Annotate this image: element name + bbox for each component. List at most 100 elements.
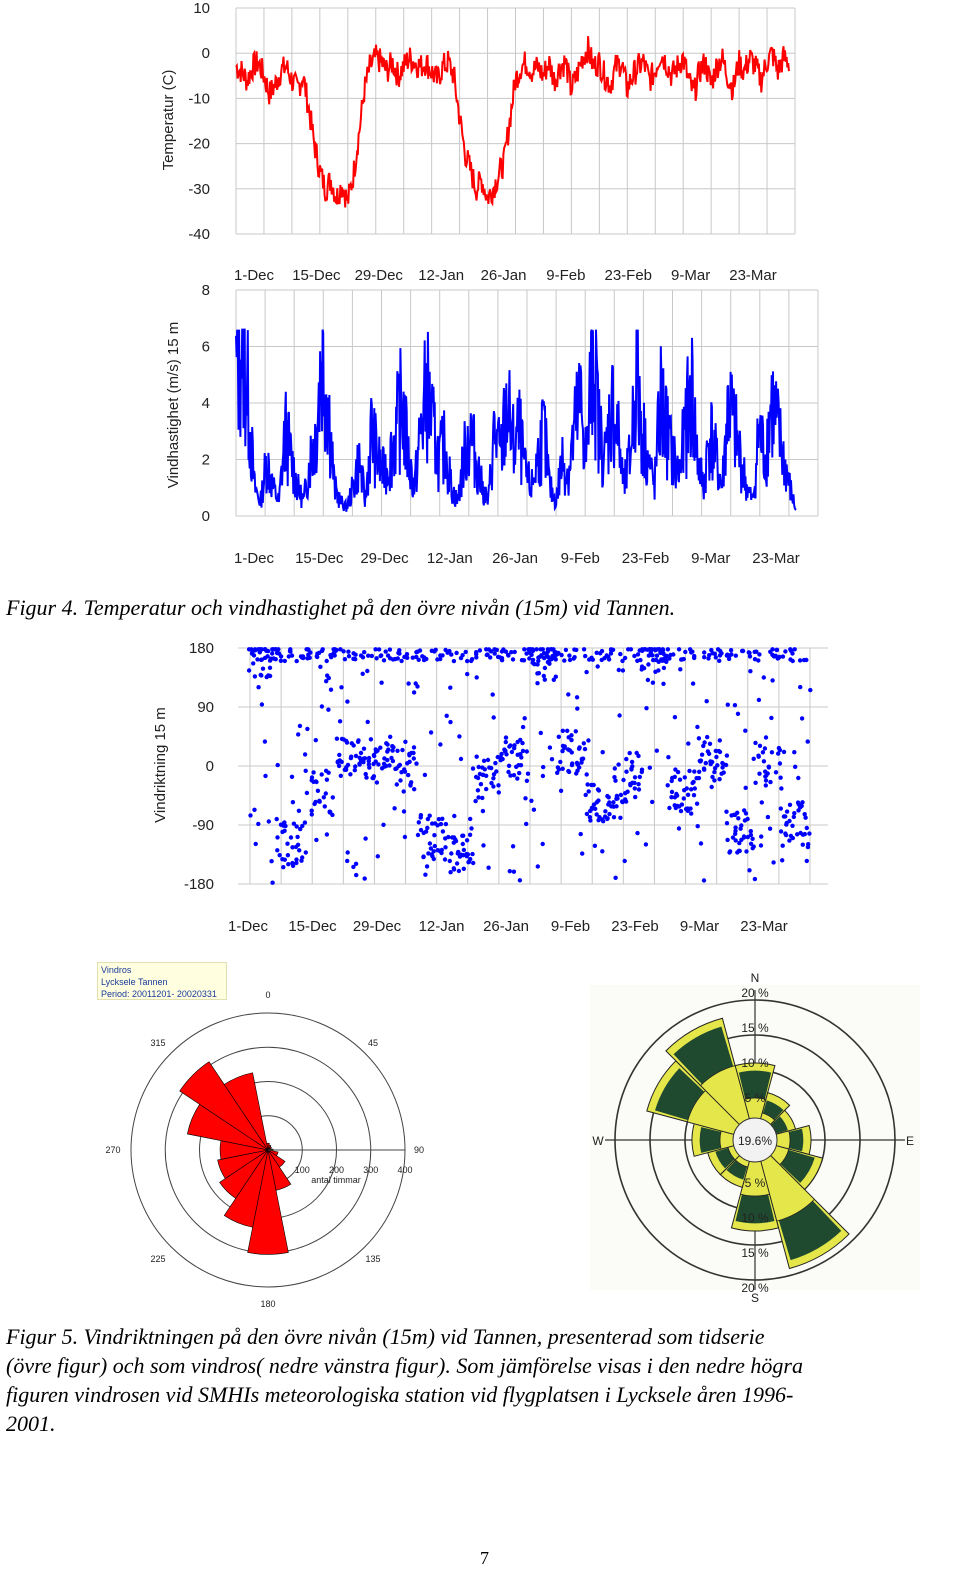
direction-point (603, 809, 608, 814)
direction-point (759, 834, 764, 839)
direction-point (282, 857, 287, 862)
ytick-label: 0 (202, 508, 210, 525)
direction-point (724, 753, 730, 758)
direction-point (367, 765, 372, 770)
direction-point (542, 677, 547, 682)
direction-point (371, 774, 377, 779)
direction-point (414, 761, 419, 766)
direction-point (787, 818, 792, 824)
direction-point (319, 704, 325, 709)
direction-point (717, 749, 723, 755)
direction-point (632, 775, 638, 780)
direction-point (464, 838, 470, 843)
direction-point (756, 754, 761, 759)
direction-point (390, 758, 396, 764)
direction-point (423, 872, 428, 877)
direction-point (709, 784, 714, 790)
direction-point (529, 798, 534, 803)
direction-point (484, 652, 489, 658)
direction-point (793, 764, 798, 769)
direction-point (302, 820, 308, 825)
direction-point (620, 658, 625, 664)
direction-point (256, 685, 261, 690)
direction-point (769, 750, 775, 755)
direction-point (453, 838, 459, 844)
direction-point (745, 816, 750, 822)
direction-point (471, 860, 476, 866)
direction-point (348, 772, 353, 777)
direction-point (414, 654, 419, 660)
direction-point (290, 800, 296, 805)
direction-point (353, 652, 358, 657)
direction-point (650, 653, 655, 658)
xtick-label: 29-Dec (355, 267, 404, 284)
direction-point (669, 795, 674, 800)
direction-point (298, 826, 303, 832)
direction-point (748, 832, 754, 838)
direction-point (744, 849, 749, 854)
direction-point (556, 650, 561, 656)
direction-point (586, 738, 591, 743)
direction-point (692, 653, 697, 659)
direction-point (415, 684, 420, 689)
direction-point (540, 841, 545, 847)
direction-point (294, 824, 299, 829)
xtick-label: 23-Feb (622, 550, 670, 567)
direction-point (411, 690, 417, 695)
direction-point (456, 849, 461, 855)
direction-point (506, 763, 512, 768)
direction-point (549, 757, 555, 762)
rose-right-compass-label: E (906, 1134, 914, 1148)
page-number: 7 (480, 1548, 489, 1568)
direction-point (739, 648, 745, 654)
direction-point (408, 783, 413, 788)
direction-point (723, 762, 729, 768)
direction-point (737, 840, 742, 846)
rose-angle-label: 90 (414, 1145, 424, 1155)
direction-point (489, 780, 494, 786)
direction-point (661, 681, 666, 686)
direction-point (769, 715, 774, 721)
direction-point (387, 647, 393, 652)
xtick-label: 15-Dec (292, 267, 341, 284)
direction-point (792, 750, 797, 755)
direction-point (780, 654, 786, 659)
rose-right-calm-label: 19.6% (738, 1134, 772, 1148)
direction-point (463, 649, 468, 655)
xtick-label: 12-Jan (427, 550, 473, 567)
direction-point (581, 647, 587, 652)
direction-point (436, 817, 442, 822)
xtick-label: 26-Jan (483, 918, 529, 935)
direction-point (431, 856, 436, 862)
direction-point (660, 648, 666, 653)
direction-point (517, 878, 523, 883)
direction-point (733, 653, 738, 658)
direction-point (373, 759, 378, 764)
direction-point (702, 740, 707, 745)
direction-point (632, 780, 637, 786)
direction-point (481, 758, 487, 763)
direction-point (745, 834, 750, 840)
direction-point (376, 647, 382, 652)
direction-point (636, 782, 641, 787)
direction-point (808, 687, 813, 693)
ytick-label: 0 (206, 758, 214, 775)
direction-point (704, 699, 709, 704)
direction-point (410, 655, 415, 660)
direction-point (607, 811, 612, 817)
rose-angle-label: 180 (260, 1299, 275, 1309)
direction-point (363, 836, 368, 841)
direction-point (768, 779, 773, 785)
direction-point (397, 762, 403, 768)
direction-point (385, 757, 390, 763)
direction-point (790, 835, 795, 841)
direction-point (541, 764, 546, 770)
direction-point (496, 790, 501, 795)
rose-sector (219, 1149, 269, 1199)
direction-point (353, 753, 359, 759)
direction-point (304, 790, 310, 796)
direction-point (761, 759, 767, 764)
direction-point (384, 763, 389, 769)
direction-point (777, 654, 782, 660)
direction-point (336, 763, 342, 769)
